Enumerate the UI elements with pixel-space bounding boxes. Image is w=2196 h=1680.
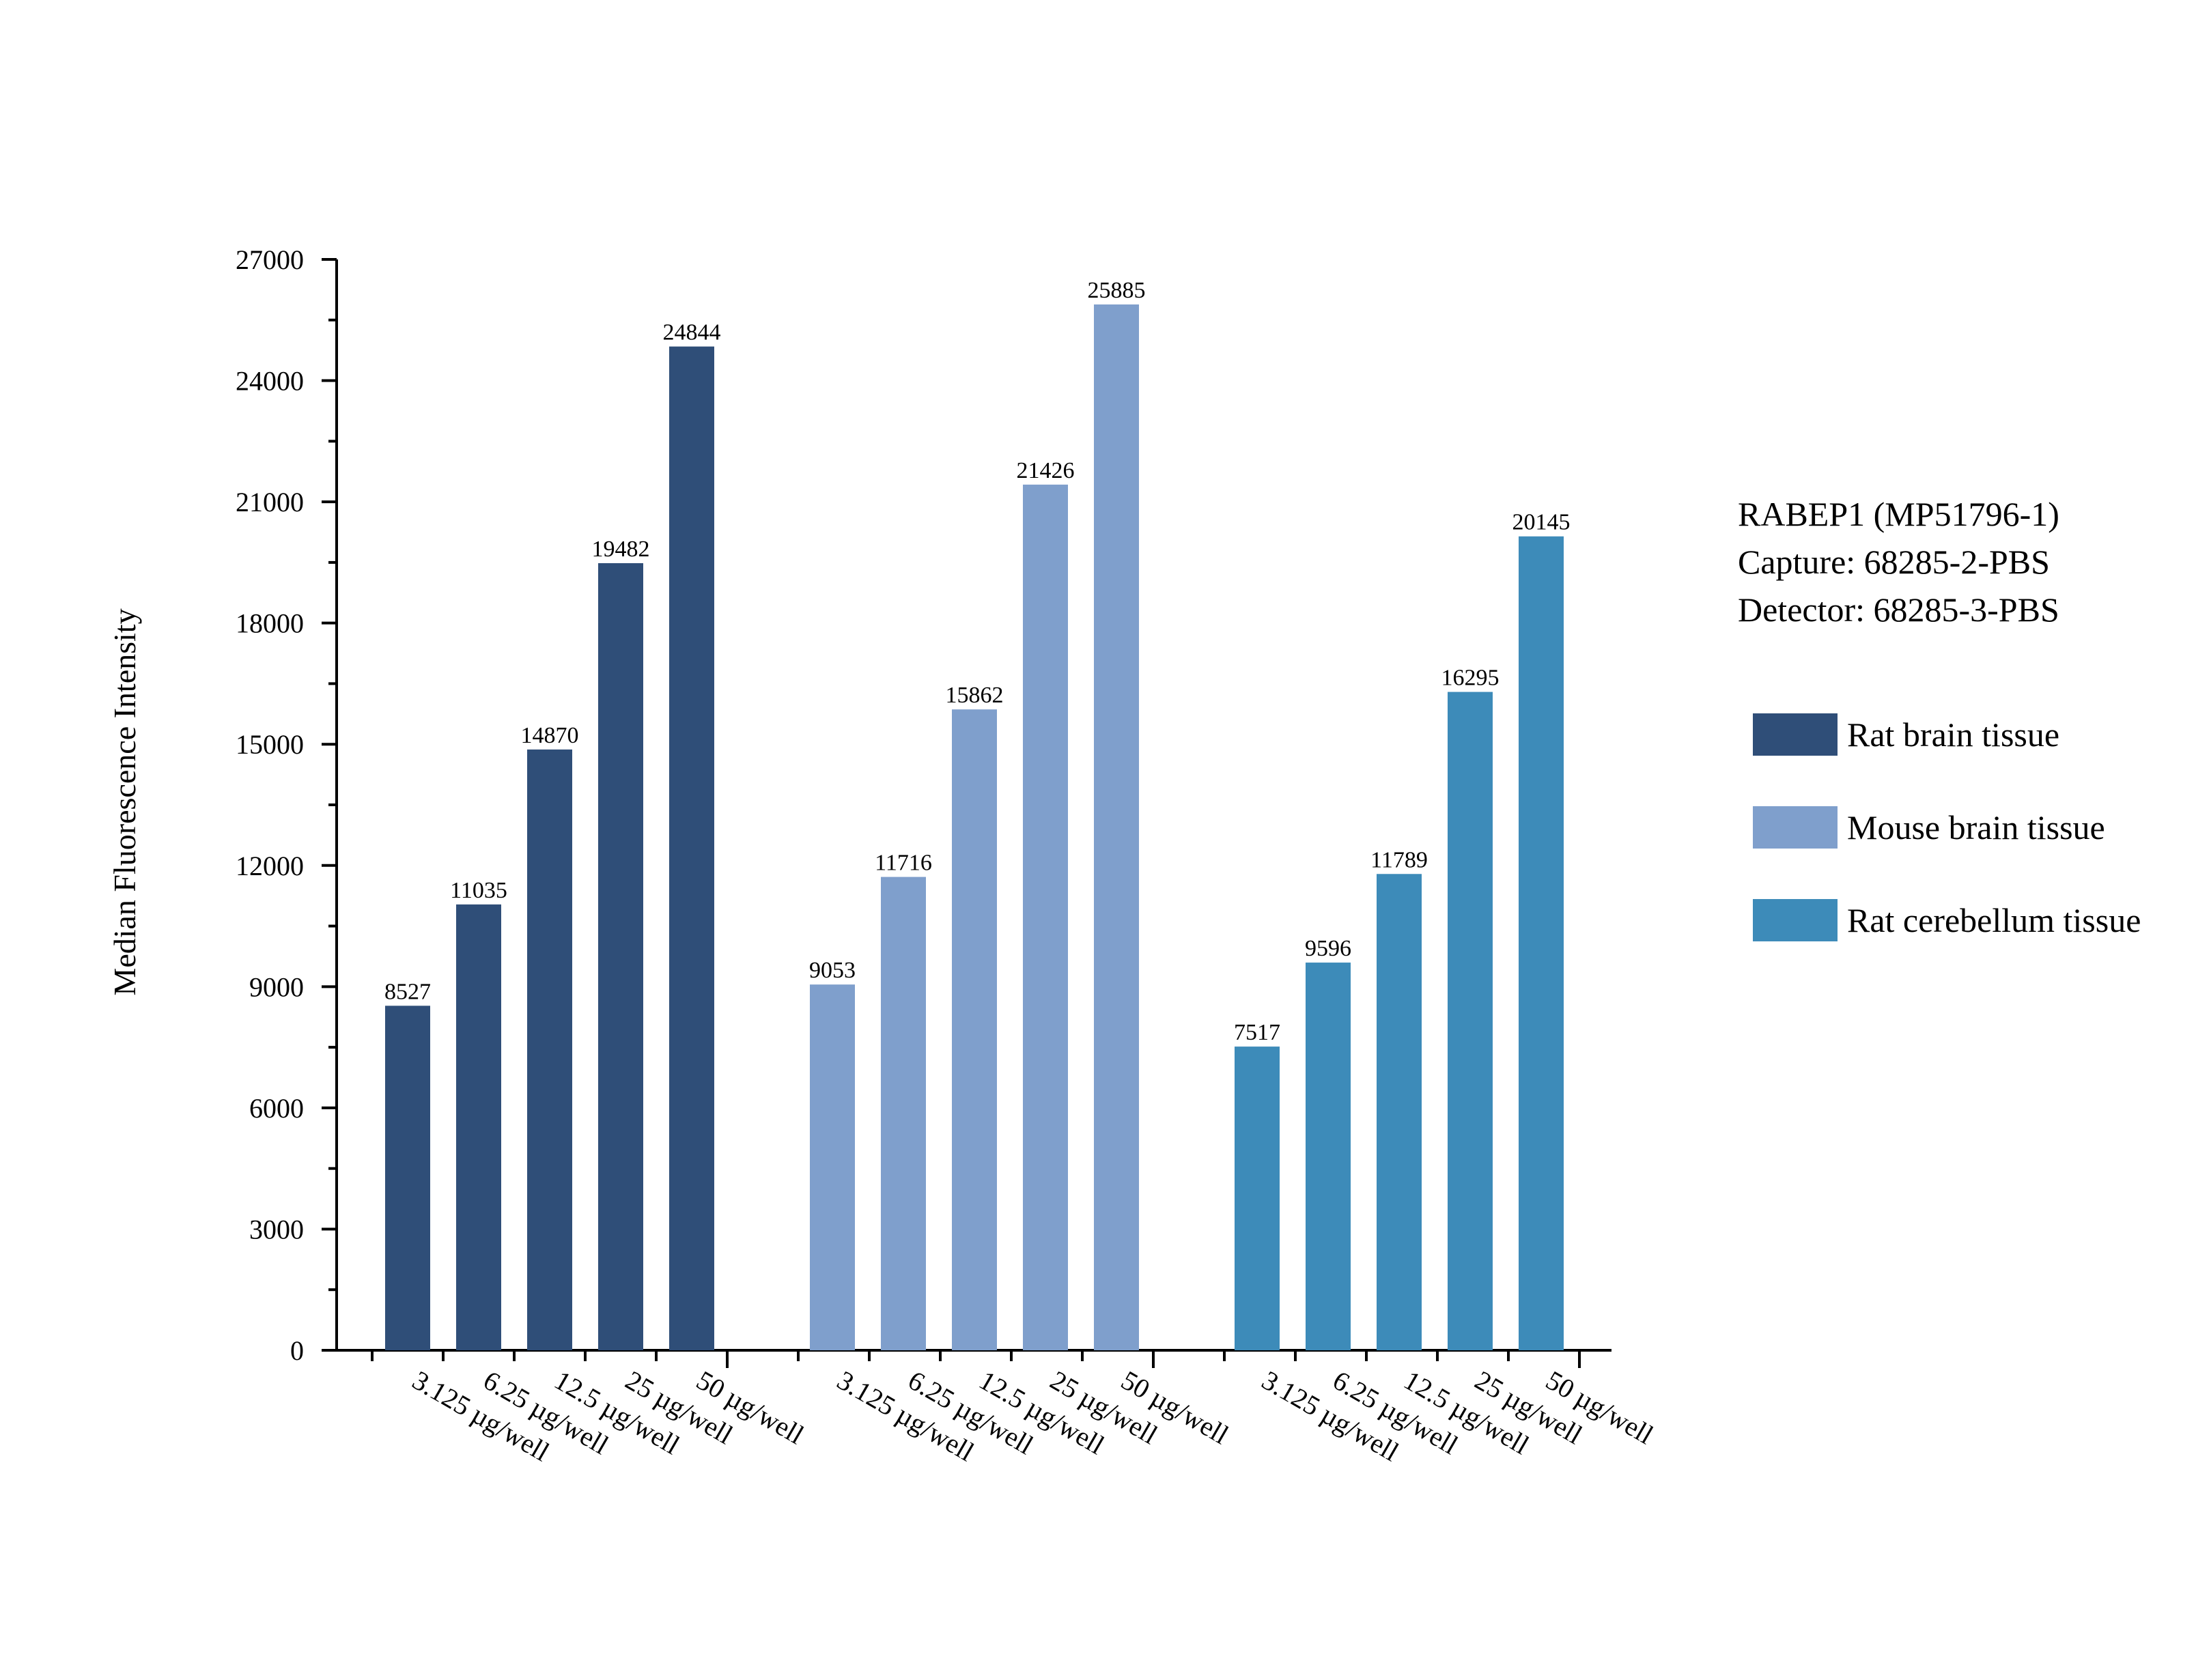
- y-tick-label: 3000: [249, 1214, 304, 1244]
- legend-swatch: [1753, 713, 1838, 756]
- bar-value-label: 20145: [1512, 510, 1571, 535]
- bar: [1377, 874, 1422, 1350]
- bar-value-label: 14870: [521, 723, 579, 748]
- bar: [952, 709, 997, 1350]
- bar: [881, 877, 926, 1350]
- y-tick-label: 21000: [236, 487, 304, 517]
- bar-value-label: 15862: [946, 683, 1004, 708]
- bar-value-label: 11716: [875, 851, 932, 876]
- bar-value-label: 8527: [384, 979, 431, 1004]
- bar-value-label: 21426: [1017, 458, 1075, 483]
- bar-value-label: 25885: [1088, 278, 1146, 303]
- legend-swatch: [1753, 806, 1838, 849]
- bar-value-label: 11789: [1370, 847, 1428, 872]
- legend-label: Rat cerebellum tissue: [1847, 901, 2141, 939]
- y-tick-label: 18000: [236, 608, 304, 639]
- bar: [1306, 963, 1351, 1350]
- y-tick-label: 15000: [236, 729, 304, 760]
- bar: [1519, 536, 1564, 1351]
- bar-value-label: 9596: [1305, 936, 1351, 961]
- bar: [456, 904, 501, 1350]
- y-axis-title: Median Fluorescence Intensity: [107, 608, 142, 995]
- y-axis: 0 3000 6000 9000 12000 15000 18000 21000 24000 27…: [236, 244, 338, 1366]
- x-axis: [337, 1349, 1611, 1368]
- bar: [1235, 1047, 1280, 1350]
- bar-value-label: 19482: [592, 537, 650, 562]
- y-tick-label: 24000: [236, 366, 304, 397]
- bar: [1448, 692, 1493, 1350]
- legend-label: Rat brain tissue: [1847, 715, 2059, 754]
- y-tick-label: 9000: [249, 971, 304, 1002]
- bar: [385, 1006, 430, 1350]
- bar: [669, 346, 714, 1350]
- info-line-3: Detector: 68285-3-PBS: [1738, 590, 2059, 629]
- bars: [385, 304, 1564, 1351]
- bar-value-label: 16295: [1441, 666, 1500, 691]
- legend-label: Mouse brain tissue: [1847, 808, 2105, 846]
- y-tick-label: 12000: [236, 851, 304, 881]
- info-line-1: RABEP1 (MP51796-1): [1738, 495, 2059, 533]
- bar-value-label: 11035: [450, 878, 507, 903]
- y-tick-label: 27000: [236, 244, 304, 275]
- legend: Rat brain tissue Mouse brain tissue Rat ce…: [1753, 713, 2141, 941]
- bar: [810, 984, 855, 1350]
- data-labels: 8527 11035 14870 19482 24844 9053 11716 15862 21…: [384, 278, 1571, 1045]
- bar: [598, 563, 643, 1350]
- info-line-2: Capture: 68285-2-PBS: [1738, 543, 2050, 581]
- bar: [1094, 304, 1139, 1351]
- bar-value-label: 24844: [663, 320, 721, 345]
- bar: [1023, 484, 1068, 1350]
- bar-value-label: 9053: [809, 958, 856, 983]
- bar-value-label: 7517: [1234, 1020, 1280, 1045]
- bar: [527, 749, 572, 1350]
- y-tick-label: 0: [290, 1335, 304, 1366]
- legend-swatch: [1753, 899, 1838, 941]
- y-tick-label: 6000: [249, 1093, 304, 1124]
- info-block: RABEP1 (MP51796-1) Capture: 68285-2-PBS …: [1738, 495, 2059, 629]
